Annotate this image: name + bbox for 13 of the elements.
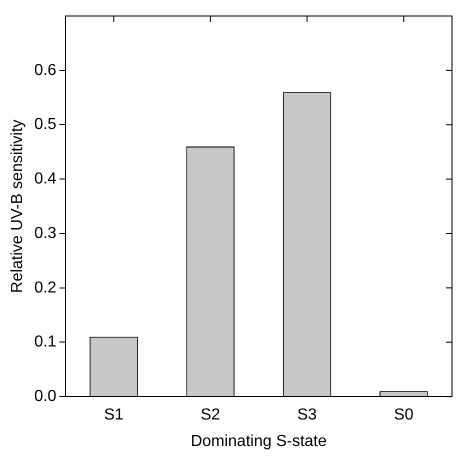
y-tick-label: 0.5 <box>34 116 57 134</box>
y-tick-label: 0.2 <box>34 279 57 296</box>
x-tick-label: S3 <box>297 406 317 424</box>
x-axis-title: Dominating S-state <box>190 432 327 450</box>
y-tick-label: 0.0 <box>34 388 57 406</box>
y-tick-label: 0.3 <box>34 224 57 242</box>
y-tick-label: 0.4 <box>34 170 57 188</box>
y-tick-label: 0.1 <box>34 334 57 351</box>
x-tick-label: S1 <box>104 406 124 424</box>
y-axis-title: Relative UV-B sensitivity <box>9 120 26 293</box>
x-tick-label: S2 <box>200 406 220 424</box>
y-tick-label: 0.6 <box>34 62 57 79</box>
x-tick-label: S0 <box>394 406 414 424</box>
